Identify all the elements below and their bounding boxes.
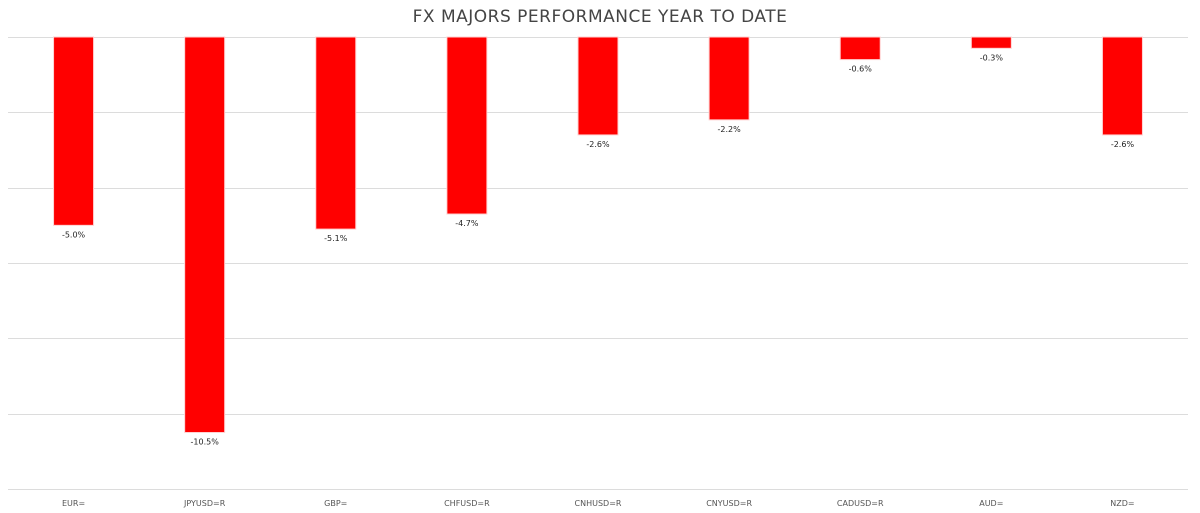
data-label: -2.2%	[718, 125, 742, 134]
x-tick-label: EUR=	[62, 499, 85, 508]
x-tick-label: CADUSD=R	[837, 499, 884, 508]
data-label: -4.7%	[455, 219, 479, 228]
data-labels: -5.0% -10.5% -5.1% -4.7% -2.6% -2.2% -0.6% -0.3…	[62, 53, 1134, 446]
bar-chfusdr	[446, 36, 488, 215]
bar-cnhusdr	[577, 36, 619, 136]
chart-title: FX MAJORS PERFORMANCE YEAR TO DATE	[412, 7, 788, 27]
bar-cadusdr	[839, 36, 881, 61]
x-tick-label: CHFUSD=R	[444, 499, 490, 508]
x-tick-label: AUD=	[979, 499, 1003, 508]
data-label: -5.0%	[62, 230, 86, 239]
data-label: -5.1%	[324, 234, 348, 243]
bar-cnyusdr	[708, 36, 750, 121]
data-label: -10.5%	[191, 438, 220, 447]
x-tick-label: CNHUSD=R	[575, 499, 622, 508]
x-axis-tick-labels: EUR= JPYUSD=R GBP= CHFUSD=R CNHUSD=R CNYUSD=R…	[62, 499, 1135, 508]
x-tick-label: CNYUSD=R	[706, 499, 752, 508]
bars	[53, 36, 1143, 433]
data-label: -0.3%	[980, 53, 1004, 62]
x-tick-label: GBP=	[324, 499, 347, 508]
x-tick-label: JPYUSD=R	[183, 499, 226, 508]
data-label: -2.6%	[1111, 140, 1135, 149]
data-label: -2.6%	[586, 140, 610, 149]
bar-nzd	[1101, 36, 1143, 136]
data-label: -0.6%	[849, 65, 873, 74]
x-tick-label: NZD=	[1110, 499, 1134, 508]
bar-aud	[970, 36, 1012, 49]
bar-gbp	[315, 36, 357, 230]
bar-jpyusdr	[184, 36, 226, 433]
bar-eur	[53, 36, 95, 226]
